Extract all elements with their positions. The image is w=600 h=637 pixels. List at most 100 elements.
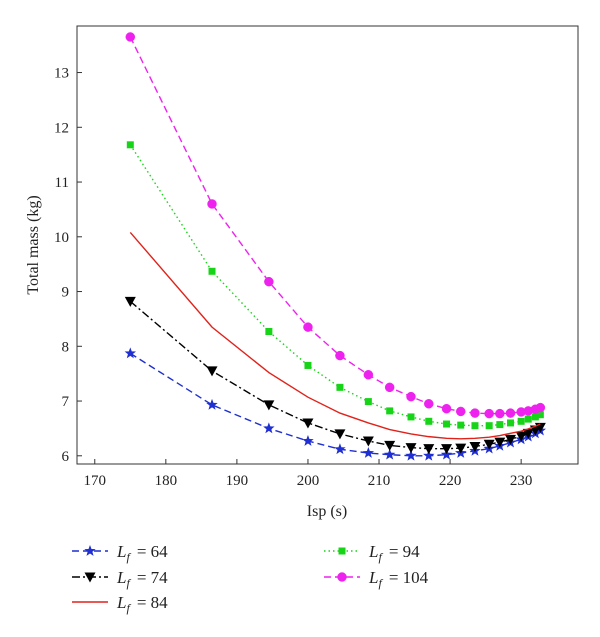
- data-point: [517, 417, 525, 425]
- legend-marker: [84, 572, 96, 583]
- legend-marker: [84, 545, 96, 556]
- legend-item: Lf = 84: [72, 593, 168, 615]
- data-point: [515, 431, 527, 442]
- y-tick-label: 13: [54, 66, 69, 82]
- x-tick-label: 170: [84, 473, 107, 489]
- data-point: [455, 443, 467, 454]
- series-group: [129, 231, 541, 440]
- data-point: [535, 402, 546, 413]
- x-tick-label: 210: [368, 473, 391, 489]
- data-point: [335, 350, 345, 361]
- legend-label: Lf = 84: [116, 593, 168, 615]
- legend-item: Lf = 64: [72, 542, 168, 564]
- legend-marker: [338, 547, 346, 555]
- data-point: [469, 441, 481, 452]
- data-point: [263, 400, 275, 411]
- data-point: [126, 141, 134, 149]
- data-point: [304, 361, 312, 369]
- data-point: [424, 399, 434, 409]
- data-point: [471, 422, 479, 430]
- data-point: [406, 391, 416, 402]
- y-axis-label: Total mass (kg): [25, 195, 42, 294]
- data-point: [536, 411, 544, 419]
- data-point: [423, 449, 435, 461]
- data-point: [362, 436, 374, 447]
- data-point: [383, 448, 396, 460]
- series-group: [124, 347, 547, 461]
- data-point: [506, 419, 514, 427]
- data-point: [302, 418, 314, 429]
- data-point: [405, 449, 417, 461]
- series-line: [129, 231, 541, 440]
- series-layer: [124, 32, 547, 461]
- x-tick-label: 190: [226, 473, 249, 489]
- legend-item: Lf = 74: [72, 568, 168, 590]
- series-line: [129, 352, 541, 457]
- data-point: [485, 422, 493, 430]
- data-point: [384, 440, 396, 451]
- data-point: [483, 439, 495, 450]
- series-line: [129, 300, 541, 450]
- legend-label: Lf = 64: [116, 542, 168, 564]
- series-line: [129, 144, 541, 427]
- data-point: [443, 420, 451, 428]
- data-point: [303, 322, 313, 332]
- data-point: [423, 444, 435, 455]
- data-point: [384, 382, 395, 393]
- data-point: [531, 413, 539, 421]
- data-point: [124, 347, 136, 359]
- legend-label: Lf = 104: [368, 568, 429, 590]
- data-point: [470, 408, 480, 418]
- data-point: [265, 328, 273, 336]
- y-tick-label: 12: [54, 120, 69, 136]
- series-line: [129, 36, 541, 415]
- data-point: [125, 32, 136, 42]
- data-point: [495, 408, 505, 419]
- x-tick-label: 220: [439, 473, 462, 489]
- data-point: [124, 296, 136, 307]
- data-point: [302, 435, 314, 446]
- y-tick-label: 8: [62, 339, 70, 355]
- x-tick-label: 180: [155, 473, 178, 489]
- x-axis-label: Isp (s): [307, 503, 347, 520]
- data-point: [441, 403, 452, 414]
- data-point: [455, 406, 466, 417]
- series-group: [126, 141, 544, 430]
- legend-item: Lf = 94: [324, 542, 420, 564]
- data-point: [505, 408, 516, 418]
- y-tick-label: 10: [54, 230, 69, 246]
- data-point: [362, 447, 375, 458]
- data-point: [334, 443, 346, 455]
- x-tick-label: 200: [297, 473, 320, 489]
- data-point: [363, 370, 374, 380]
- data-point: [206, 398, 218, 410]
- y-tick-label: 7: [62, 394, 70, 410]
- y-tick-label: 6: [62, 449, 70, 465]
- data-point: [484, 408, 494, 419]
- series-group: [125, 32, 546, 419]
- data-point: [264, 276, 274, 287]
- y-tick-label: 11: [55, 175, 69, 191]
- data-point: [425, 417, 433, 425]
- legend-label: Lf = 74: [116, 568, 168, 590]
- data-point: [364, 398, 372, 406]
- data-point: [386, 407, 394, 415]
- legend-label: Lf = 94: [368, 542, 420, 564]
- data-point: [457, 421, 465, 429]
- data-point: [441, 444, 453, 455]
- legend-item: Lf = 104: [324, 568, 429, 590]
- data-point: [208, 267, 216, 275]
- x-axis: 170 180 190 200 210 220 230: [84, 459, 532, 489]
- series-group: [124, 296, 546, 455]
- data-point: [334, 429, 346, 440]
- y-axis: 6 7 8 9 10 11 12 13: [54, 66, 82, 465]
- data-point: [522, 428, 534, 439]
- data-point: [496, 421, 504, 429]
- data-point: [504, 434, 516, 445]
- data-point: [263, 422, 275, 434]
- data-point: [494, 437, 506, 448]
- legend: Lf = 64 Lf = 74 Lf = 84 Lf = 94 Lf = 104: [72, 542, 429, 615]
- plot-area-frame: [76, 25, 579, 465]
- data-point: [207, 199, 217, 209]
- y-tick-label: 9: [62, 285, 70, 301]
